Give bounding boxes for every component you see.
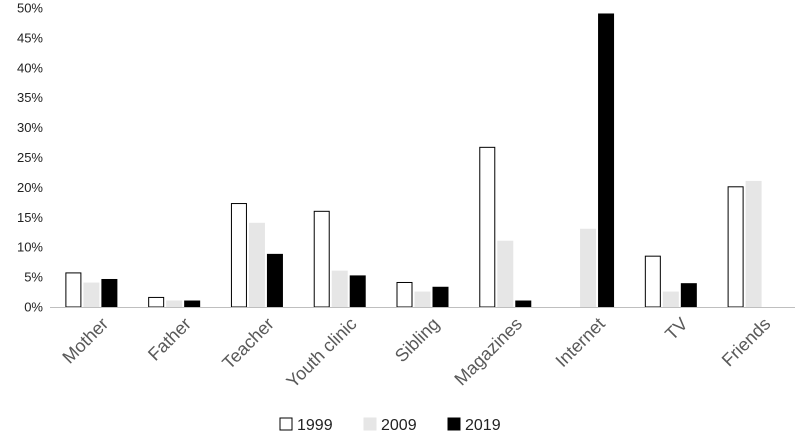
bars	[65, 13, 762, 308]
x-tick-label: Mother	[58, 314, 112, 368]
bar-sibling-2019	[432, 286, 449, 308]
y-tick-label: 30%	[17, 120, 43, 135]
y-tick-label: 35%	[17, 90, 43, 105]
x-tick-label: Teacher	[218, 314, 277, 373]
x-tick-label: Internet	[552, 314, 609, 371]
x-tick-label: Magazines	[450, 314, 526, 390]
bar-teacher-2019	[266, 253, 283, 308]
x-tick-label: Youth clinic	[282, 314, 360, 392]
y-tick-label: 5%	[24, 270, 43, 285]
bar-magazines-2019	[515, 300, 532, 308]
bar-father-2009	[166, 300, 183, 308]
y-tick-label: 50%	[17, 1, 43, 16]
bar-youth-clinic-1999	[313, 210, 330, 308]
legend-item-1999: 1999	[279, 417, 333, 434]
bar-internet-2009	[580, 228, 597, 308]
legend-label: 2009	[381, 417, 417, 434]
y-tick-label: 45%	[17, 30, 43, 45]
bar-magazines-1999	[479, 146, 496, 308]
bar-mother-2009	[83, 282, 100, 308]
bar-youth-clinic-2009	[331, 270, 348, 308]
bar-tv-2019	[680, 283, 697, 308]
bar-magazines-2009	[497, 240, 514, 308]
legend-swatch	[447, 417, 461, 431]
bar-father-1999	[148, 296, 165, 308]
legend-item-2009: 2009	[363, 417, 417, 434]
y-tick-label: 15%	[17, 210, 43, 225]
bar-friends-1999	[727, 186, 744, 308]
bar-mother-1999	[65, 272, 82, 308]
x-tick-label: Sibling	[391, 314, 443, 366]
y-tick-label: 10%	[17, 240, 43, 255]
y-axis: 0% 5% 10% 15% 20% 25% 30% 35% 40% 45% 50%	[17, 1, 43, 315]
y-tick-label: 40%	[17, 60, 43, 75]
x-axis: Mother Father Teacher Youth clinic Sibling Ma…	[50, 307, 795, 392]
legend-item-2019: 2019	[447, 417, 501, 434]
bar-tv-1999	[644, 255, 661, 308]
bar-father-2019	[184, 300, 201, 308]
bar-teacher-2009	[248, 222, 265, 308]
legend-swatch	[363, 417, 377, 431]
bar-mother-2019	[101, 278, 118, 308]
bar-youth-clinic-2019	[349, 275, 366, 308]
bar-friends-2009	[745, 180, 762, 308]
bar-sibling-1999	[396, 281, 413, 308]
legend-label: 2019	[465, 417, 501, 434]
bar-tv-2009	[662, 291, 679, 308]
x-tick-label: Friends	[718, 314, 775, 371]
x-tick-label: Father	[144, 314, 195, 365]
bar-teacher-1999	[230, 203, 247, 308]
bar-internet-2019	[598, 13, 615, 308]
y-tick-label: 20%	[17, 180, 43, 195]
x-tick-label: TV	[661, 314, 691, 344]
legend: 1999 2009 2019	[279, 417, 501, 434]
legend-label: 1999	[297, 417, 333, 434]
bar-sibling-2009	[414, 291, 431, 308]
legend-swatch	[279, 417, 293, 431]
y-tick-label: 0%	[24, 300, 43, 315]
y-tick-label: 25%	[17, 150, 43, 165]
